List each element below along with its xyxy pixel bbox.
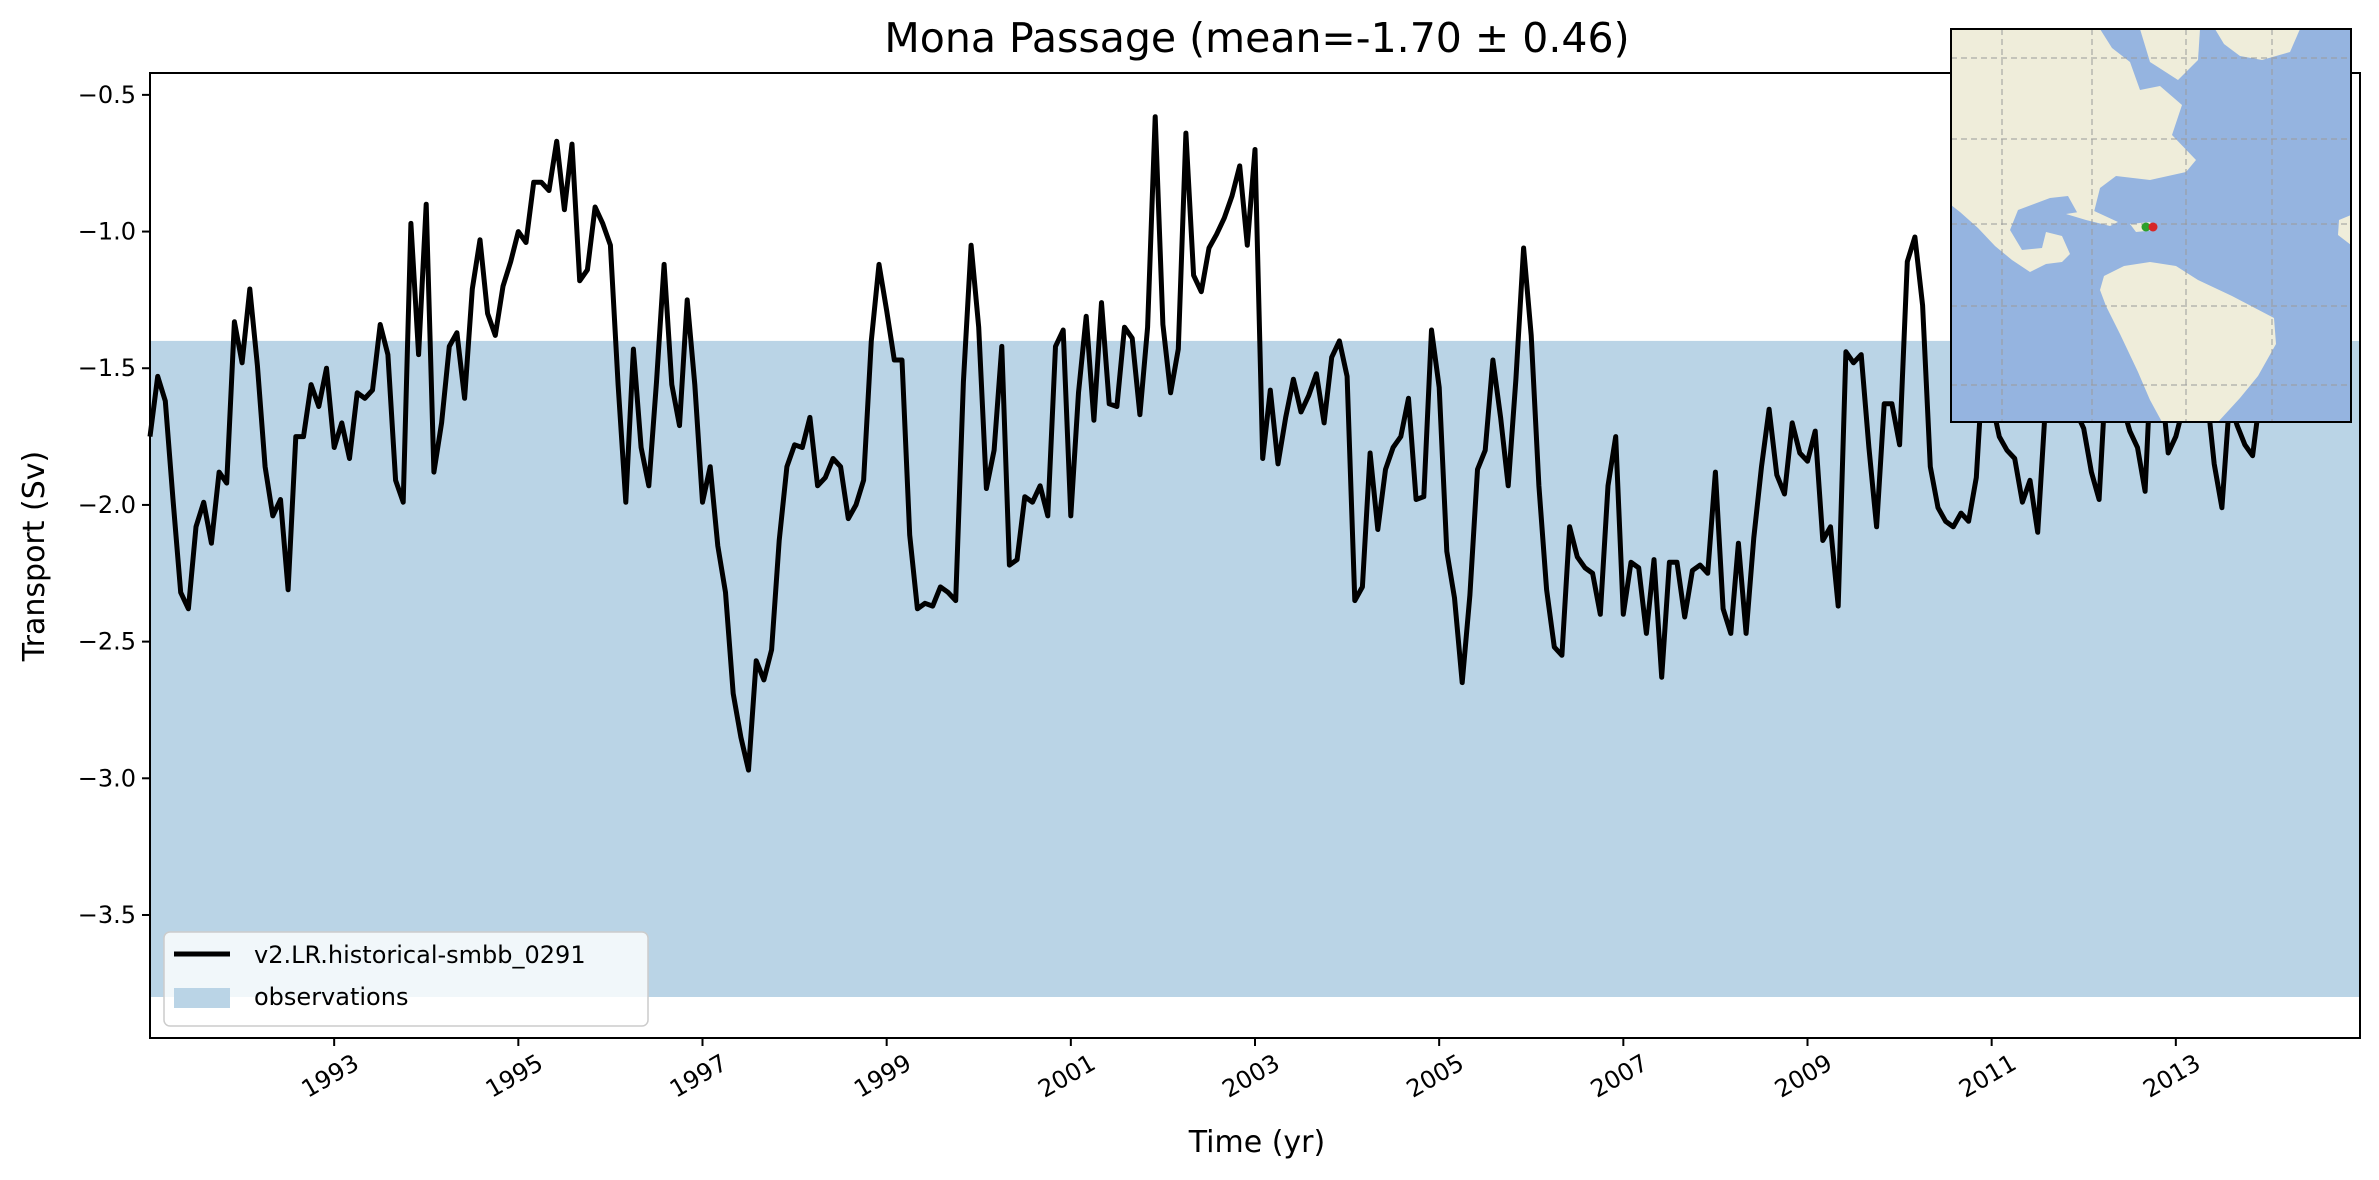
legend-label-model: v2.LR.historical-smbb_0291 [254,941,586,969]
y-tick-label: −1.0 [78,218,136,246]
legend-label-observations: observations [254,983,408,1011]
y-tick-label: −3.5 [78,901,136,929]
series-line-0 [147,114,2291,773]
y-tick-label: −1.5 [78,354,136,382]
map-africa-edge [2338,215,2351,245]
y-tick-label: −0.5 [78,81,136,109]
map-greenland [2215,29,2300,60]
y-tick-label: −3.0 [78,764,136,792]
chart-title: Mona Passage (mean=-1.70 ± 0.46) [884,14,1629,62]
observations-band [150,340,2360,997]
legend: v2.LR.historical-smbb_0291 observations [163,931,649,1027]
map-cuba [2066,210,2118,226]
map-south-america [2100,262,2276,422]
y-axis-label: Transport (Sv) [17,451,52,663]
x-axis-label: Time (yr) [1188,1125,1325,1160]
legend-swatch-observations [174,988,230,1008]
y-axis-ticks: −3.5 −3.0 −2.5 −2.0 −1.5 −1.0 −0.5 [78,81,150,929]
y-tick-label: −2.5 [78,628,136,656]
series-layer [147,114,2291,773]
inset-map [1950,28,2352,423]
map-baffin-island [2140,29,2200,80]
plot-area [147,72,2361,1039]
inset-map-frame [1950,28,2352,423]
legend-box [163,931,649,1027]
y-tick-label: −2.0 [78,491,136,519]
map-marker-end [2148,222,2158,232]
map-marker-start [2141,222,2151,232]
map-north-america [1951,29,2196,272]
